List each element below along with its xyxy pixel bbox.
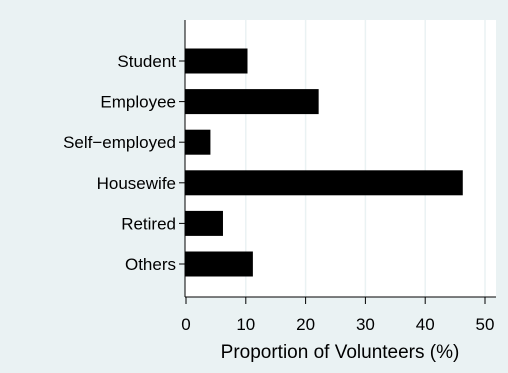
y-tick-label-0: Student: [117, 52, 176, 71]
y-tick-label-3: Housewife: [97, 174, 176, 193]
x-tick-label-10: 10: [236, 315, 255, 334]
bar-5: [185, 251, 253, 277]
x-tick-label-40: 40: [416, 315, 435, 334]
x-tick-label-50: 50: [476, 315, 495, 334]
y-axis: Student Employee Self−employed Housewife Ret…: [63, 20, 186, 297]
x-tick-label-20: 20: [296, 315, 315, 334]
y-tick-label-1: Employee: [100, 93, 176, 112]
bar-0: [185, 48, 248, 74]
bar-1: [185, 89, 319, 115]
y-tick-label-4: Retired: [121, 214, 176, 233]
x-tick-label-30: 30: [356, 315, 375, 334]
y-tick-label-2: Self−employed: [63, 133, 176, 152]
bar-2: [185, 129, 211, 155]
bar-4: [185, 210, 223, 236]
x-tick-label-0: 0: [181, 315, 190, 334]
x-axis-title: Proportion of Volunteers (%): [221, 342, 460, 363]
bars: [185, 48, 463, 277]
y-tick-label-5: Others: [125, 255, 176, 274]
x-axis: 0 10 20 30 40 50: [181, 296, 496, 334]
bar-3: [185, 170, 463, 196]
